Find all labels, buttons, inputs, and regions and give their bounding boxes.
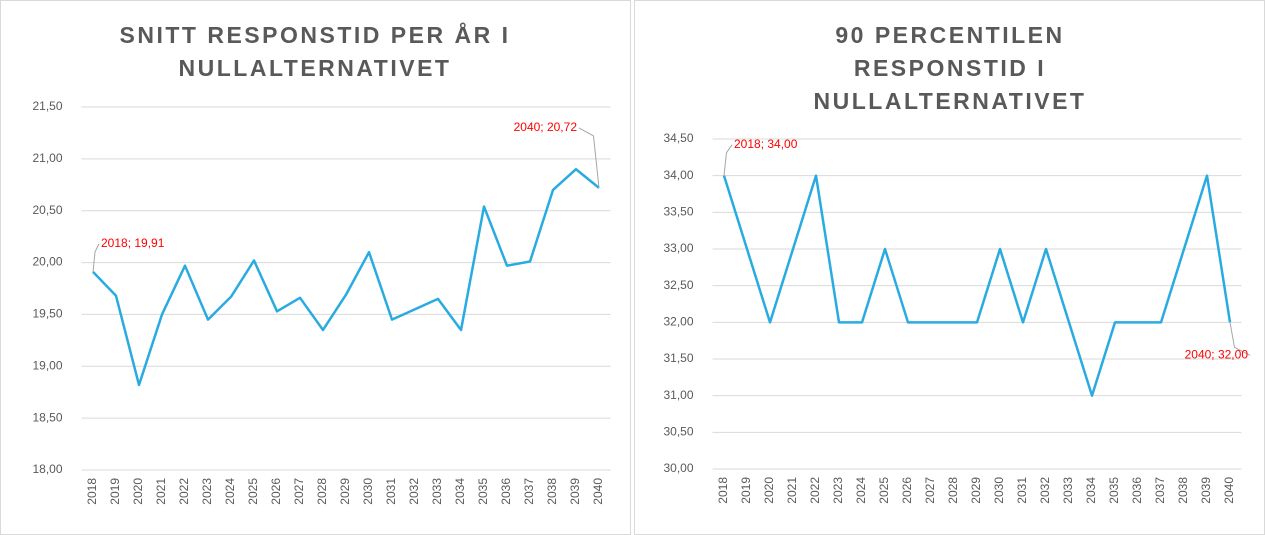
x-tick-label: 2023 (831, 477, 845, 504)
leader-line (578, 127, 600, 188)
x-tick-label: 2039 (568, 478, 582, 505)
y-tick-label: 19,00 (32, 358, 62, 372)
x-tick-label: 2027 (923, 477, 937, 504)
x-tick-label: 2024 (223, 478, 237, 505)
y-tick-label: 34,50 (663, 131, 693, 145)
y-tick-label: 31,00 (663, 388, 693, 402)
y-tick-label: 18,00 (32, 462, 62, 476)
x-tick-label: 2022 (177, 478, 191, 505)
x-tick-label: 2029 (969, 477, 983, 504)
x-tick-label: 2022 (808, 477, 822, 504)
chart-title: 90 PERCENTILEN (835, 22, 1064, 48)
leader-line (92, 243, 100, 272)
leader-line (1229, 322, 1251, 356)
y-tick-label: 32,00 (663, 315, 693, 329)
y-tick-label: 33,00 (663, 241, 693, 255)
y-tick-label: 19,50 (32, 307, 62, 321)
x-tick-label: 2024 (854, 477, 868, 504)
x-tick-label: 2029 (338, 478, 352, 505)
y-tick-label: 34,00 (663, 168, 693, 182)
x-tick-label: 2028 (315, 478, 329, 505)
leader-line (723, 144, 733, 176)
x-tick-label: 2026 (900, 477, 914, 504)
x-tick-label: 2030 (361, 478, 375, 505)
x-tick-label: 2030 (992, 477, 1006, 504)
x-tick-label: 2027 (292, 478, 306, 505)
x-tick-label: 2040 (1222, 477, 1236, 504)
y-tick-label: 33,50 (663, 205, 693, 219)
x-tick-label: 2038 (545, 478, 559, 505)
x-tick-label: 2036 (1130, 477, 1144, 504)
x-tick-label: 2019 (739, 477, 753, 504)
x-tick-label: 2032 (1038, 477, 1052, 504)
line-series (92, 167, 600, 387)
x-tick-label: 2039 (1199, 477, 1213, 504)
x-tick-label: 2033 (1061, 477, 1075, 504)
chart-title: SNITT RESPONSTID PER ÅR I (120, 21, 511, 48)
x-tick-label: 2035 (476, 478, 490, 505)
y-tick-label: 30,50 (663, 425, 693, 439)
x-tick-label: 2023 (200, 478, 214, 505)
x-tick-label: 2020 (762, 477, 776, 504)
x-tick-label: 2038 (1176, 477, 1190, 504)
y-tick-label: 21,00 (32, 151, 62, 165)
x-tick-label: 2037 (1153, 477, 1167, 504)
x-tick-label: 2018 (85, 478, 99, 505)
chart-title: NULLALTERNATIVET (814, 88, 1087, 114)
x-tick-label: 2034 (1084, 477, 1098, 504)
y-tick-label: 18,50 (32, 410, 62, 424)
x-tick-label: 2036 (499, 478, 513, 505)
x-tick-label: 2021 (154, 478, 168, 505)
x-tick-label: 2025 (877, 477, 891, 504)
x-tick-label: 2025 (246, 478, 260, 505)
chart-title: RESPONSTID I (854, 55, 1046, 81)
x-tick-label: 2032 (407, 478, 421, 505)
x-tick-label: 2040 (591, 478, 605, 505)
value-label: 2040; 20,72 (514, 120, 578, 134)
x-tick-label: 2031 (384, 478, 398, 505)
value-label: 2018; 34,00 (734, 137, 798, 151)
value-label: 2018; 19,91 (101, 236, 165, 250)
x-tick-label: 2033 (430, 478, 444, 505)
y-tick-label: 31,50 (663, 351, 693, 365)
x-tick-label: 2037 (522, 478, 536, 505)
y-tick-label: 32,50 (663, 278, 693, 292)
x-tick-label: 2026 (269, 478, 283, 505)
y-tick-label: 20,00 (32, 255, 62, 269)
x-tick-label: 2035 (1107, 477, 1121, 504)
x-tick-label: 2020 (131, 478, 145, 505)
x-tick-label: 2028 (946, 477, 960, 504)
chart-title: NULLALTERNATIVET (179, 55, 452, 81)
x-tick-label: 2034 (453, 478, 467, 505)
x-tick-label: 2021 (785, 477, 799, 504)
x-tick-label: 2019 (108, 478, 122, 505)
x-tick-label: 2018 (716, 477, 730, 504)
line-series (722, 174, 1232, 397)
x-tick-label: 2031 (1015, 477, 1029, 504)
y-tick-label: 21,50 (32, 99, 62, 113)
value-label: 2040; 32,00 (1185, 348, 1249, 362)
y-tick-label: 20,50 (32, 203, 62, 217)
y-tick-label: 30,00 (663, 461, 693, 475)
